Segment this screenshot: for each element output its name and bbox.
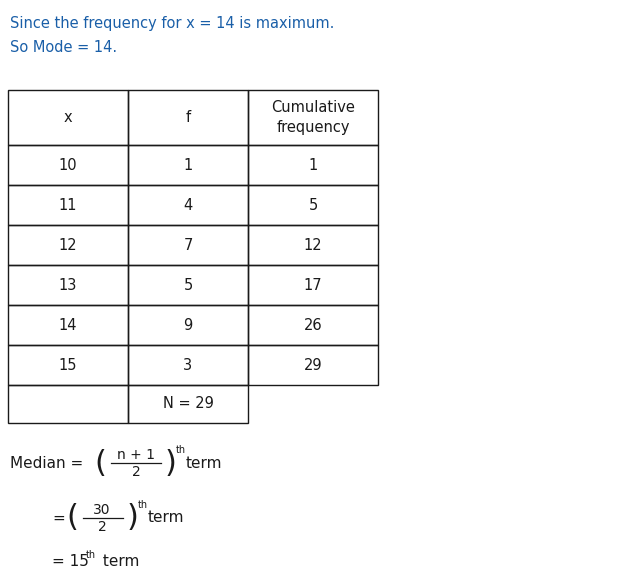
Text: 7: 7 xyxy=(183,237,192,252)
Text: th: th xyxy=(86,550,96,560)
Text: 26: 26 xyxy=(304,317,322,332)
Bar xyxy=(248,265,378,305)
Text: x: x xyxy=(64,110,72,125)
Bar xyxy=(248,90,378,145)
Text: 29: 29 xyxy=(304,358,322,373)
Bar xyxy=(248,305,378,345)
Bar xyxy=(248,345,378,385)
Bar xyxy=(248,225,378,265)
Bar xyxy=(8,345,128,385)
Text: (: ( xyxy=(66,504,78,532)
Text: th: th xyxy=(176,445,186,455)
Text: So Mode = 14.: So Mode = 14. xyxy=(10,40,117,55)
Text: ): ) xyxy=(165,448,177,477)
Text: 12: 12 xyxy=(304,237,322,252)
Text: 9: 9 xyxy=(183,317,192,332)
Text: N = 29: N = 29 xyxy=(162,397,214,412)
Text: f: f xyxy=(186,110,191,125)
Bar xyxy=(128,265,248,305)
Bar xyxy=(128,90,248,145)
Text: th: th xyxy=(138,500,148,510)
Text: term: term xyxy=(98,554,139,569)
Text: = 15: = 15 xyxy=(52,554,89,569)
Text: Median =: Median = xyxy=(10,455,88,470)
Bar xyxy=(248,145,378,185)
Bar xyxy=(128,225,248,265)
Text: Since the frequency for x = 14 is maximum.: Since the frequency for x = 14 is maximu… xyxy=(10,16,334,31)
Bar xyxy=(8,90,128,145)
Text: 1: 1 xyxy=(183,158,192,172)
Text: 13: 13 xyxy=(59,278,78,293)
Bar xyxy=(128,385,248,423)
Text: 17: 17 xyxy=(304,278,322,293)
Text: 2: 2 xyxy=(132,465,141,479)
Bar xyxy=(8,225,128,265)
Bar xyxy=(248,185,378,225)
Text: 11: 11 xyxy=(59,197,78,213)
Text: 15: 15 xyxy=(59,358,78,373)
Text: 10: 10 xyxy=(59,158,78,172)
Text: 12: 12 xyxy=(59,237,78,252)
Text: ): ) xyxy=(127,504,139,532)
Bar xyxy=(128,305,248,345)
Bar xyxy=(128,185,248,225)
Text: 4: 4 xyxy=(183,197,192,213)
Text: 14: 14 xyxy=(59,317,78,332)
Bar xyxy=(8,145,128,185)
Text: n + 1: n + 1 xyxy=(117,448,155,462)
Text: =: = xyxy=(52,511,65,526)
Text: 30: 30 xyxy=(93,503,111,517)
Text: (: ( xyxy=(94,448,106,477)
Text: 1: 1 xyxy=(308,158,318,172)
Text: Cumulative
frequency: Cumulative frequency xyxy=(271,100,355,135)
Text: term: term xyxy=(186,455,222,470)
Text: term: term xyxy=(148,511,184,526)
Bar xyxy=(128,145,248,185)
Bar xyxy=(8,265,128,305)
Bar xyxy=(8,305,128,345)
Text: 3: 3 xyxy=(184,358,192,373)
Text: 5: 5 xyxy=(183,278,192,293)
Bar xyxy=(128,345,248,385)
Bar xyxy=(8,385,128,423)
Text: 5: 5 xyxy=(308,197,318,213)
Text: 2: 2 xyxy=(98,520,106,534)
Bar xyxy=(8,185,128,225)
